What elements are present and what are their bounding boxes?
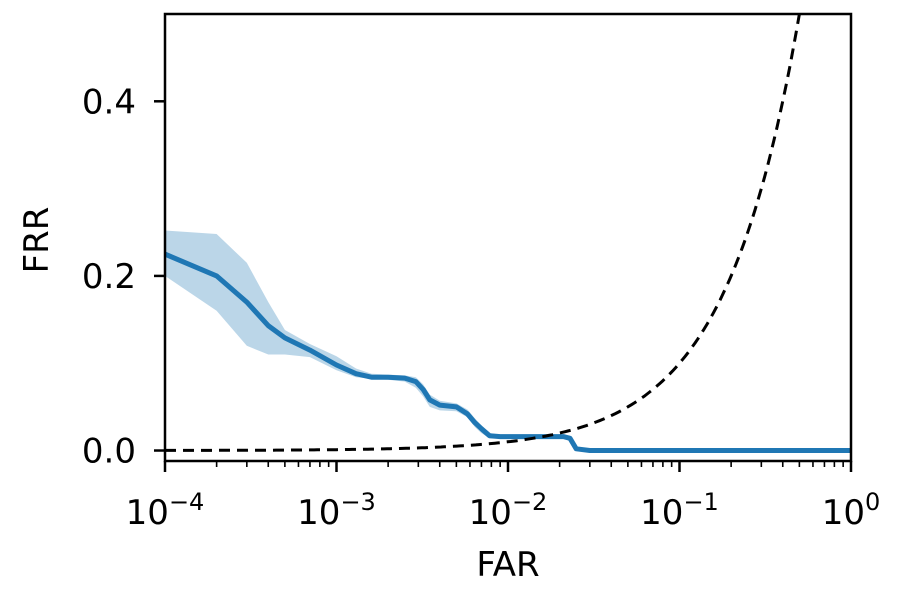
y-tick-label: 0.0: [82, 432, 136, 472]
y-tick-label: 0.2: [82, 257, 136, 297]
diagonal-reference-line: [165, 14, 801, 452]
x-tick-label: 10−4: [126, 488, 205, 533]
frr-vs-far-line: [165, 251, 851, 453]
x-tick-label: 10−2: [469, 488, 548, 533]
x-tick-label: 100: [822, 488, 881, 533]
y-tick-label: 0.4: [82, 82, 136, 122]
x-axis-label: FAR: [476, 545, 539, 585]
x-tick-label: 10−3: [297, 488, 376, 533]
plot-area-frame: [163, 12, 853, 463]
x-tick-label: 10−1: [640, 488, 719, 533]
frr-confidence-band: [165, 230, 851, 451]
y-axis-label: FRR: [17, 207, 57, 274]
